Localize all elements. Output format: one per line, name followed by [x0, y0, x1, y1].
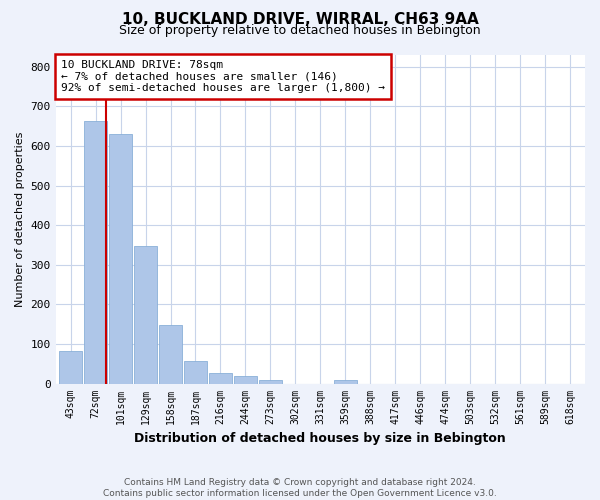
- X-axis label: Distribution of detached houses by size in Bebington: Distribution of detached houses by size …: [134, 432, 506, 445]
- Bar: [159, 325, 182, 384]
- Bar: [109, 134, 132, 384]
- Text: 10 BUCKLAND DRIVE: 78sqm
← 7% of detached houses are smaller (146)
92% of semi-d: 10 BUCKLAND DRIVE: 78sqm ← 7% of detache…: [61, 60, 385, 93]
- Bar: [334, 380, 356, 384]
- Bar: [184, 361, 207, 384]
- Bar: [209, 373, 232, 384]
- Bar: [85, 121, 107, 384]
- Y-axis label: Number of detached properties: Number of detached properties: [15, 132, 25, 307]
- Bar: [134, 246, 157, 384]
- Text: 10, BUCKLAND DRIVE, WIRRAL, CH63 9AA: 10, BUCKLAND DRIVE, WIRRAL, CH63 9AA: [122, 12, 478, 28]
- Bar: [59, 350, 82, 384]
- Text: Size of property relative to detached houses in Bebington: Size of property relative to detached ho…: [119, 24, 481, 37]
- Bar: [234, 376, 257, 384]
- Text: Contains HM Land Registry data © Crown copyright and database right 2024.
Contai: Contains HM Land Registry data © Crown c…: [103, 478, 497, 498]
- Bar: [259, 380, 281, 384]
